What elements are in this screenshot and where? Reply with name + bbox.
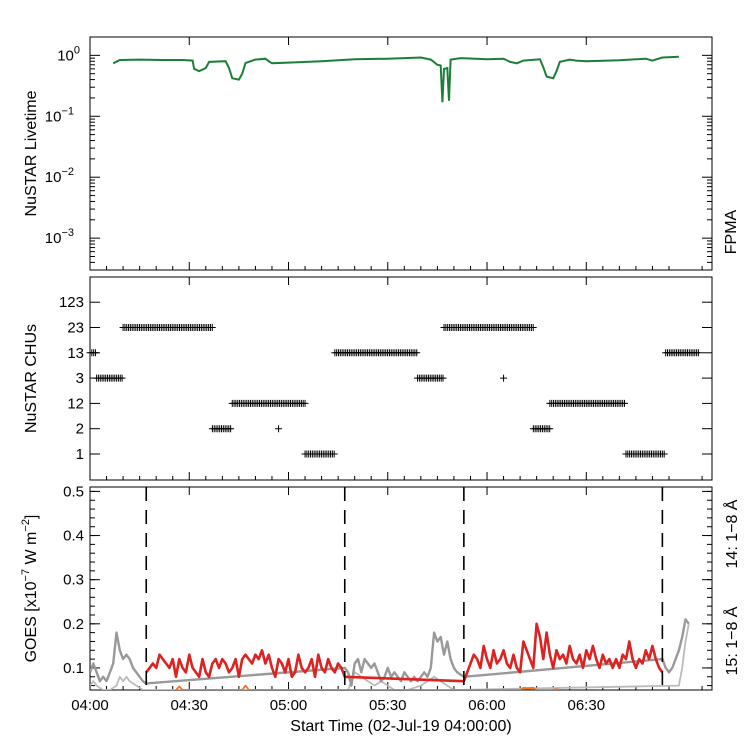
livetime-tick-label: 10−3	[45, 227, 74, 247]
goes-ylabel-exp1: −7	[20, 569, 32, 582]
goes-panel-frame	[89, 486, 713, 691]
fpma-label: FPMA	[723, 209, 740, 254]
chus-tick-label: 3	[76, 370, 84, 387]
goes-series-group	[90, 618, 690, 690]
chus-tick-label: 2	[76, 421, 84, 438]
goes-tick-label: 0.4	[63, 528, 84, 545]
tick-exponent: 0	[74, 44, 80, 56]
chus-tick-label: 1	[76, 446, 84, 463]
tick-base: 10	[45, 108, 62, 125]
goes-series-line	[90, 623, 690, 690]
tick-exponent: −3	[61, 227, 74, 239]
chu-marker	[660, 450, 668, 458]
goes-series-line	[175, 684, 561, 690]
chus-y-axis-title: NuSTAR CHUs	[23, 324, 40, 433]
goes-x-axis-title: Start Time (02-Jul-19 04:00:00)	[290, 718, 511, 735]
goes-ylabel-mid: W m	[23, 532, 40, 569]
tick-exponent: −1	[61, 105, 74, 117]
chus-tick-label: 123	[59, 294, 84, 311]
goes-ylabel-exp2: −2	[20, 519, 32, 532]
chu-marker	[275, 425, 283, 433]
chu-marker	[546, 425, 554, 433]
goes-x-tick-label: 05:00	[270, 697, 308, 714]
goes-x-tick-label: 06:30	[568, 697, 606, 714]
livetime-tick-label: 10−1	[45, 105, 74, 125]
goes-14-label: 14: 1−8 Å	[722, 499, 741, 568]
goes-x-tick-label: 06:00	[468, 697, 506, 714]
chu-marker	[227, 425, 235, 433]
goes-ylabel-after: ]	[23, 515, 40, 519]
chu-marker	[208, 324, 216, 331]
goes-tick-label: 0.5	[63, 483, 84, 500]
chus-panel-frame	[89, 276, 713, 481]
chu-marker	[529, 324, 537, 331]
goes-tick-label: 0.2	[63, 616, 84, 633]
livetime-tick-label: 10−2	[45, 166, 74, 186]
goes-x-tick-label: 05:30	[369, 697, 407, 714]
goes-y-axis-title: GOES [x10−7 W m−2]	[20, 515, 40, 663]
livetime-series-line	[112, 55, 679, 103]
goes-series-line	[90, 618, 690, 687]
chus-tick-label: 12	[67, 395, 84, 412]
chu-marker	[301, 399, 309, 407]
goes-tick-label: 0.1	[63, 660, 84, 677]
goes-x-tick-label: 04:00	[71, 697, 109, 714]
tick-base: 10	[45, 169, 62, 186]
chu-marker	[330, 450, 338, 458]
chu-marker	[91, 349, 99, 357]
tick-base: 10	[45, 230, 62, 247]
livetime-tick-label: 100	[57, 44, 80, 64]
goes-x-tick-label: 04:30	[170, 697, 208, 714]
chu-marker	[620, 399, 628, 407]
goes-ylabel-before: GOES [x10	[23, 581, 40, 662]
chu-marker	[500, 374, 508, 382]
goes-series-line	[145, 622, 664, 683]
chu-marker	[439, 374, 447, 382]
goes-15-label: 15: 1−8 Å	[722, 606, 741, 675]
chu-marker	[118, 374, 126, 382]
chu-marker	[413, 349, 421, 357]
chus-tick-label: 13	[67, 345, 84, 362]
goes-tick-label: 0.3	[63, 572, 84, 589]
livetime-panel-frame	[89, 36, 713, 271]
chu-marker	[694, 349, 702, 357]
chus-tick-label: 23	[67, 320, 84, 337]
tick-base: 10	[57, 47, 74, 64]
tick-exponent: −2	[61, 166, 74, 178]
livetime-y-axis-title: NuSTAR Livetime	[23, 90, 40, 216]
